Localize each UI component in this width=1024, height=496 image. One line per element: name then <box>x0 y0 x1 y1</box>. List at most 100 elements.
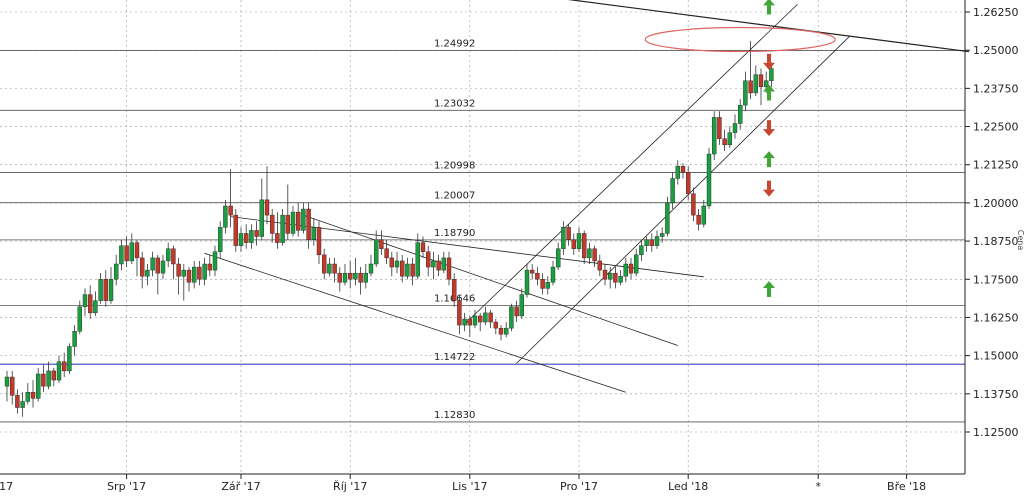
candle-body <box>160 260 166 274</box>
candle-body <box>597 260 602 271</box>
candle-body <box>613 272 618 283</box>
price-axis-label: Cena <box>1016 230 1024 251</box>
candle-body <box>738 104 743 124</box>
candle-body <box>30 392 36 399</box>
candle-body <box>171 248 176 265</box>
arrow-shaft <box>767 5 771 15</box>
price-tick-label: 1.13750 <box>973 388 1019 401</box>
candle-body <box>217 227 223 252</box>
candle-body <box>259 199 264 237</box>
candle-body <box>119 245 124 265</box>
candle-body <box>363 272 368 283</box>
candle-body <box>139 257 145 277</box>
level-label: 1.23032 <box>434 98 475 109</box>
arrow-head <box>763 129 775 137</box>
candle-body <box>764 80 769 88</box>
arrow-head <box>763 280 775 288</box>
candle-body <box>332 263 337 274</box>
arrow-up-icon <box>763 84 775 101</box>
candle-body <box>727 132 732 146</box>
price-tick-label: 1.20000 <box>973 197 1019 210</box>
candle-body <box>504 327 509 335</box>
candle-body <box>592 248 597 262</box>
candle-body <box>67 346 72 372</box>
candle-body <box>165 248 171 262</box>
price-tick-label: 1.26250 <box>973 6 1019 19</box>
candle-body <box>212 251 218 271</box>
candle-body <box>342 272 348 283</box>
candle-body <box>46 370 51 387</box>
candle-body <box>124 245 129 262</box>
arrow-shaft <box>767 158 771 168</box>
candle-body <box>400 260 405 277</box>
candle-body <box>290 211 296 234</box>
candle-body <box>576 233 582 249</box>
candle-body <box>582 233 587 259</box>
candle-body <box>462 318 467 326</box>
candle-body <box>602 269 608 280</box>
time-tick-label: Říj '17 <box>333 480 367 493</box>
candle-body <box>483 312 488 323</box>
candle-body <box>56 361 62 381</box>
candle-body <box>353 272 358 280</box>
channel-line <box>516 36 850 364</box>
candle-body <box>628 263 634 274</box>
channel-line <box>464 4 798 325</box>
candle-body <box>488 312 493 323</box>
price-tick-label: 1.21250 <box>973 159 1019 172</box>
arrow-up-icon <box>763 0 775 15</box>
candle-body <box>296 211 301 231</box>
candle-body <box>155 257 161 274</box>
candle-body <box>322 254 327 274</box>
candle-body <box>493 321 498 329</box>
arrow-head <box>763 189 775 197</box>
arrow-head <box>763 62 775 70</box>
time-tick-label: Led '18 <box>668 480 708 493</box>
candle-body <box>571 239 576 249</box>
candle-body <box>207 263 213 271</box>
candle-body <box>758 74 764 88</box>
candle-body <box>348 272 353 280</box>
candle-body <box>301 208 306 231</box>
candle-body <box>4 376 10 387</box>
price-tick-label: 1.18750 <box>973 235 1019 248</box>
candle-body <box>420 242 426 252</box>
candle-body <box>753 74 758 94</box>
candle-body <box>649 239 654 246</box>
candle-body <box>51 370 56 381</box>
candle-body <box>285 214 290 234</box>
candle-body <box>36 373 41 399</box>
candle-body <box>587 248 592 259</box>
candle-body <box>337 272 342 283</box>
candle-body <box>249 230 254 243</box>
arrow-down-icon <box>763 180 775 197</box>
price-tick-label: 1.22500 <box>973 121 1019 134</box>
candle-body <box>358 272 363 283</box>
arrow-shaft <box>767 53 771 63</box>
annotations <box>644 0 836 297</box>
candle-body <box>634 254 639 274</box>
candle-body <box>384 248 389 259</box>
level-label: 1.12830 <box>434 410 475 421</box>
candle-body <box>639 245 644 256</box>
candle-body <box>696 214 701 225</box>
candle-body <box>441 257 446 271</box>
candle-body <box>72 331 77 347</box>
candle-body <box>254 230 259 237</box>
candle-body <box>134 242 140 259</box>
candle-body <box>150 257 155 271</box>
candle-body <box>712 117 717 155</box>
candle-body <box>498 327 504 335</box>
candle-body <box>368 263 374 274</box>
candle-body <box>77 306 83 332</box>
candle-body <box>264 199 270 216</box>
candle-body <box>415 242 420 277</box>
price-tick-label: 1.15000 <box>973 350 1019 363</box>
time-tick-label: Lis '17 <box>452 480 487 493</box>
candle-body <box>706 153 712 207</box>
candle-body <box>243 233 249 243</box>
candle-body <box>530 269 535 274</box>
candle-body <box>113 263 119 280</box>
candle-body <box>431 260 436 268</box>
candle-body <box>701 205 706 225</box>
